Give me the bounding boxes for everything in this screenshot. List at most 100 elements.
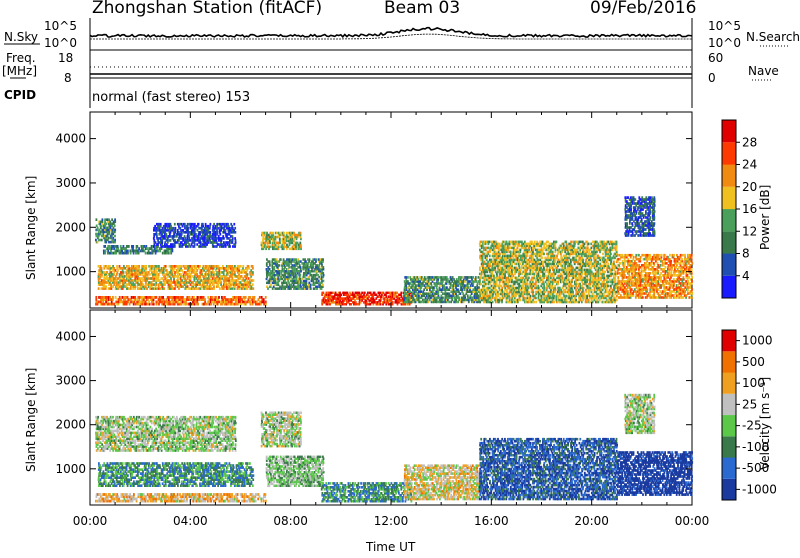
power-echo-cell bbox=[180, 265, 182, 268]
power-echo-cell bbox=[499, 293, 501, 296]
power-echo-cell bbox=[462, 292, 464, 295]
power-echo-cell bbox=[145, 252, 147, 255]
power-echo-cell bbox=[107, 227, 109, 230]
power-echo-cell bbox=[223, 237, 225, 240]
power-echo-cell bbox=[182, 271, 184, 274]
power-echo-cell bbox=[218, 301, 220, 304]
power-echo-cell bbox=[245, 296, 247, 299]
power-echo-cell bbox=[305, 278, 307, 281]
power-echo-cell bbox=[150, 296, 152, 299]
power-echo-cell bbox=[153, 296, 155, 299]
power-echo-cell bbox=[547, 241, 549, 244]
power-echo-cell bbox=[124, 275, 126, 278]
power-echo-cell bbox=[274, 274, 276, 277]
power-echo-cell bbox=[519, 241, 521, 244]
power-echo-cell bbox=[563, 243, 565, 246]
power-echo-cell bbox=[309, 270, 311, 273]
power-echo-cell bbox=[162, 296, 164, 299]
power-echo-cell bbox=[147, 296, 149, 299]
power-echo-cell bbox=[199, 227, 201, 230]
power-echo-cell bbox=[278, 270, 280, 273]
power-echo-cell bbox=[233, 223, 235, 226]
power-echo-cell bbox=[393, 292, 395, 295]
power-echo-cell bbox=[367, 303, 369, 306]
power-echo-cell bbox=[159, 279, 161, 282]
power-echo-cell bbox=[219, 237, 221, 240]
power-echo-cell bbox=[443, 276, 445, 279]
power-echo-cell bbox=[531, 301, 533, 304]
power-echo-cell bbox=[182, 265, 184, 268]
power-echo-cell bbox=[156, 271, 158, 274]
power-echo-cell bbox=[195, 265, 197, 268]
power-echo-cell bbox=[200, 279, 202, 282]
power-echo-cell bbox=[197, 229, 199, 232]
power-echo-cell bbox=[98, 265, 100, 268]
power-echo-cell bbox=[266, 268, 268, 271]
power-echo-cell bbox=[553, 295, 555, 298]
power-echo-cell bbox=[259, 296, 261, 299]
power-echo-cell bbox=[399, 297, 401, 300]
power-echo-cell bbox=[290, 248, 292, 251]
power-echo-cell bbox=[182, 229, 184, 232]
power-echo-cell bbox=[240, 265, 242, 268]
power-echo-cell bbox=[204, 298, 206, 301]
nsky-trace bbox=[90, 28, 692, 37]
power-echo-cell bbox=[314, 287, 316, 290]
power-echo-cell bbox=[139, 269, 141, 272]
power-echo-cell bbox=[432, 276, 434, 279]
power-echo-cell bbox=[234, 227, 236, 230]
power-echo-cell bbox=[299, 274, 301, 277]
power-echo-cell bbox=[331, 292, 333, 295]
power-echo-cell bbox=[300, 278, 302, 281]
power-echo-cell bbox=[101, 287, 103, 290]
power-echo-cell bbox=[170, 223, 172, 226]
power-echo-cell bbox=[274, 287, 276, 290]
power-echo-cell bbox=[280, 258, 282, 261]
power-echo-cell bbox=[552, 251, 554, 254]
power-echo-cell bbox=[111, 245, 113, 248]
power-echo-cell bbox=[149, 273, 151, 276]
power-echo-cell bbox=[480, 283, 482, 286]
power-echo-cell bbox=[420, 290, 422, 293]
power-echo-cell bbox=[216, 237, 218, 240]
power-echo-cell bbox=[252, 287, 254, 290]
power-echo-cell bbox=[127, 298, 129, 301]
power-echo-cell bbox=[184, 223, 186, 226]
power-echo-cell bbox=[210, 296, 212, 299]
power-echo-cell bbox=[520, 299, 522, 302]
power-echo-cell bbox=[514, 301, 516, 304]
power-echo-cell bbox=[148, 277, 150, 280]
power-echo-cell bbox=[103, 265, 105, 268]
power-echo-cell bbox=[561, 275, 563, 278]
power-echo-cell bbox=[266, 232, 268, 235]
power-echo-cell bbox=[95, 296, 97, 299]
power-echo-cell bbox=[311, 274, 313, 277]
power-echo-cell bbox=[486, 287, 488, 290]
power-echo-cell bbox=[199, 265, 201, 268]
power-echo-cell bbox=[128, 245, 130, 248]
power-echo-cell bbox=[138, 265, 140, 268]
power-echo-cell bbox=[179, 265, 181, 268]
power-echo-cell bbox=[112, 237, 114, 240]
power-echo-cell bbox=[276, 258, 278, 261]
power-echo-cell bbox=[264, 238, 266, 241]
power-echo-cell bbox=[469, 280, 471, 283]
power-echo-cell bbox=[409, 290, 411, 293]
power-echo-cell bbox=[467, 276, 469, 279]
power-echo-cell bbox=[139, 277, 141, 280]
power-echo-cell bbox=[309, 258, 311, 261]
power-echo-cell bbox=[334, 301, 336, 304]
power-echo-cell bbox=[515, 255, 517, 258]
power-echo-cell bbox=[163, 287, 165, 290]
power-echo-cell bbox=[529, 251, 531, 254]
power-echo-cell bbox=[112, 296, 114, 299]
power-echo-cell bbox=[184, 235, 186, 238]
power-echo-cell bbox=[407, 276, 409, 279]
power-echo-cell bbox=[200, 296, 202, 299]
power-echo-cell bbox=[253, 279, 255, 282]
power-echo-cell bbox=[216, 296, 218, 299]
power-echo-cell bbox=[252, 265, 254, 268]
power-echo-cell bbox=[340, 297, 342, 300]
power-echo-cell bbox=[288, 282, 290, 285]
power-echo-cell bbox=[537, 285, 539, 288]
